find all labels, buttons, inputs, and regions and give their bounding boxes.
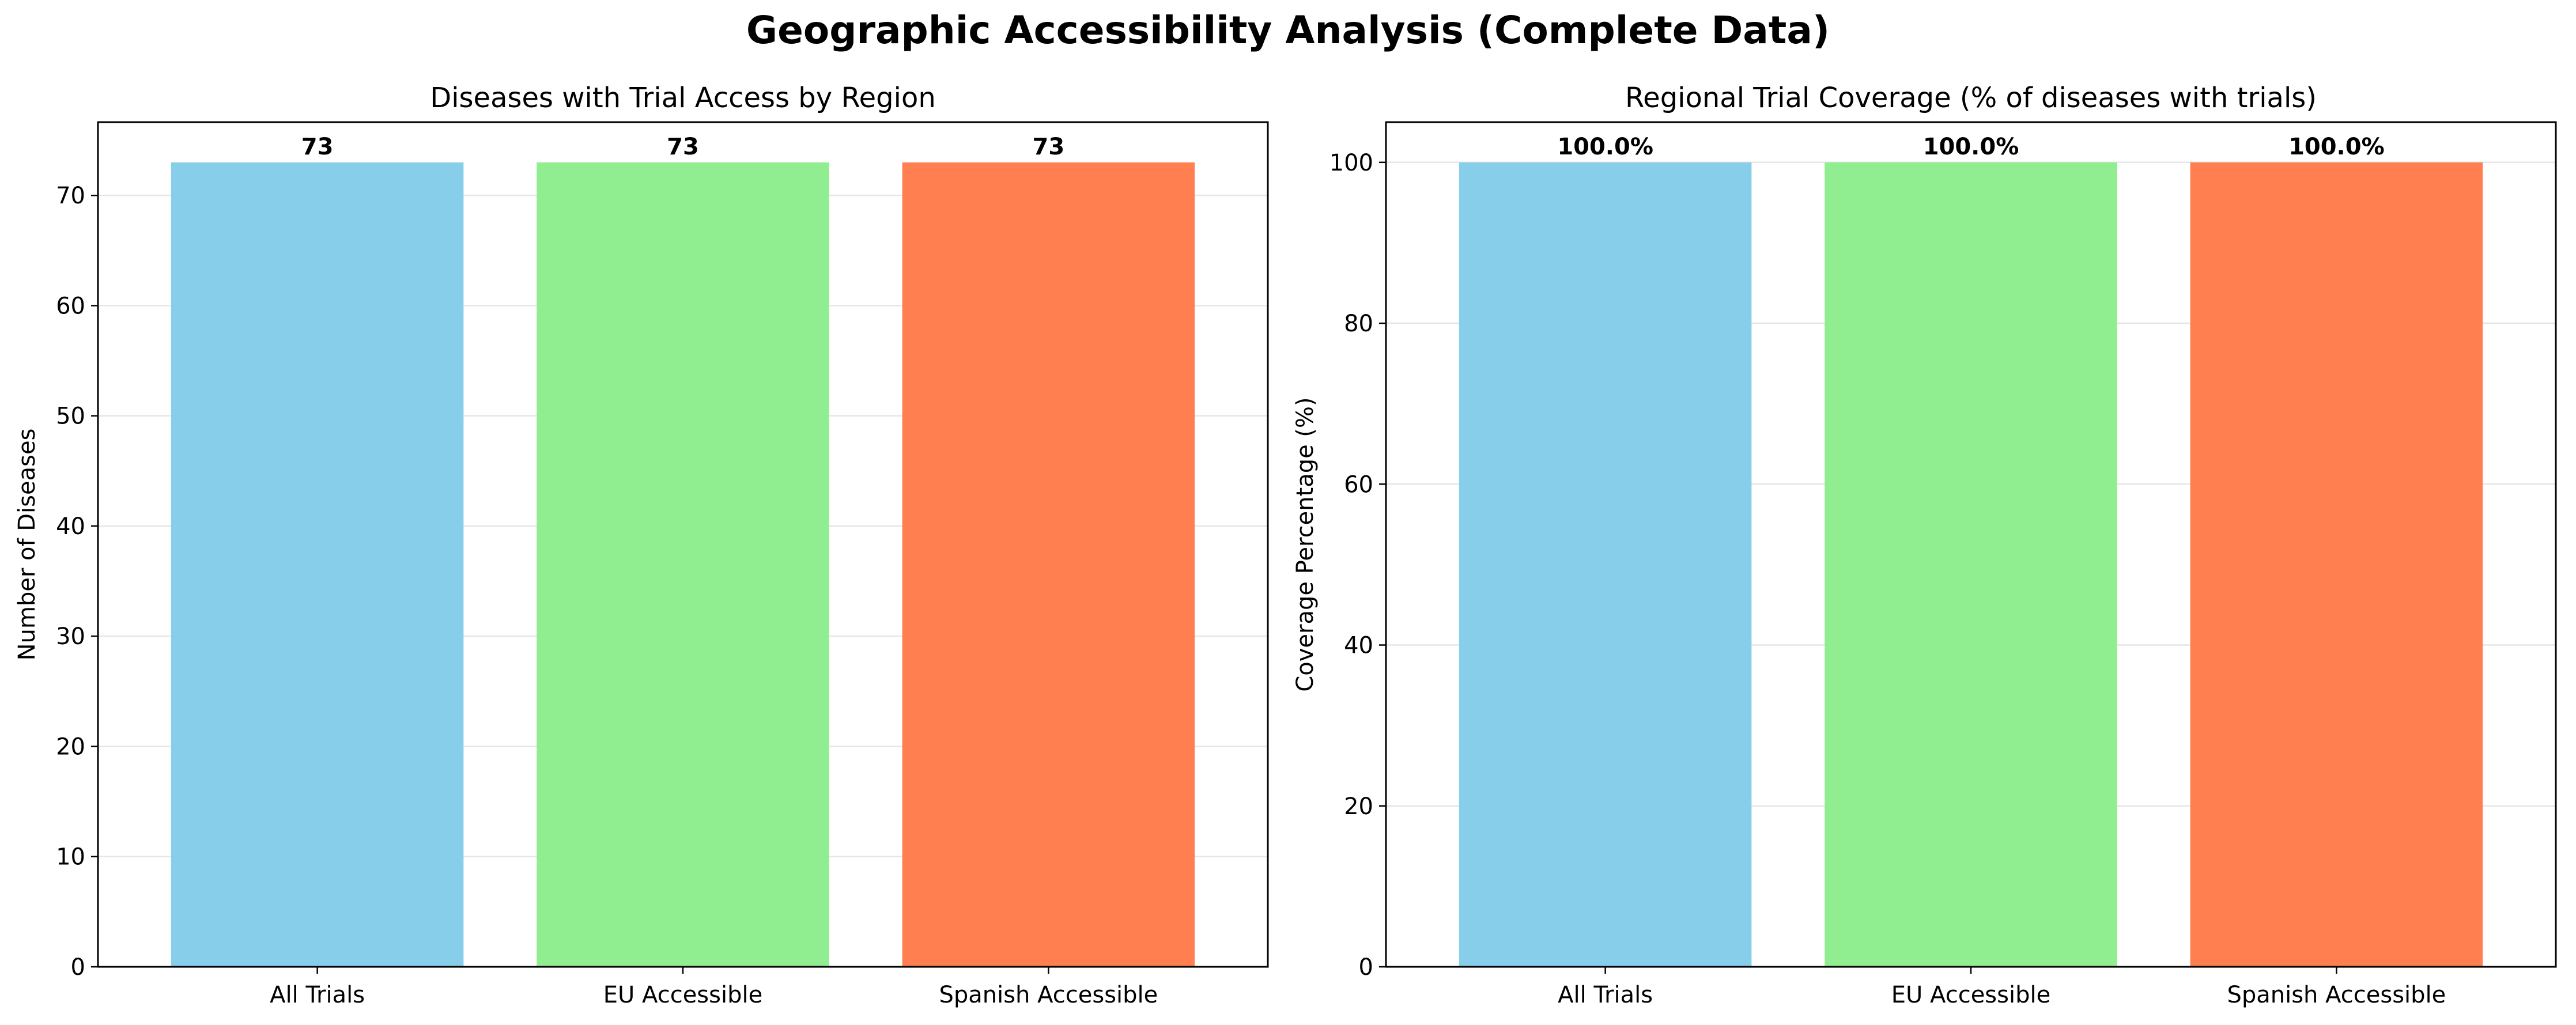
chart-title: Regional Trial Coverage (% of diseases w…: [1625, 82, 2317, 114]
bar-value-label: 73: [1033, 134, 1065, 160]
y-tick-label: 10: [56, 844, 85, 871]
bar-value-label: 73: [301, 134, 334, 160]
bar-all-trials: [171, 162, 464, 967]
y-tick-label: 0: [1359, 954, 1373, 981]
x-tick-label: Spanish Accessible: [2227, 982, 2446, 1008]
y-tick-label: 20: [1344, 793, 1373, 820]
bar-value-label: 100.0%: [1557, 134, 1653, 160]
y-tick-label: 40: [56, 513, 85, 540]
y-tick-label: 60: [56, 293, 85, 319]
chart-title: Diseases with Trial Access by Region: [430, 82, 936, 114]
axes-frame: [97, 121, 1269, 968]
bar-value-label: 73: [667, 134, 699, 160]
y-axis-label: Coverage Percentage (%): [1292, 397, 1319, 691]
x-tick-label: All Trials: [270, 982, 365, 1008]
y-tick-label: 50: [56, 403, 85, 430]
bar-spanish-accessible: [2190, 162, 2483, 967]
x-tick-label: Spanish Accessible: [939, 982, 1158, 1008]
y-tick-label: 70: [56, 183, 85, 209]
chart-panel-diseases: 73 All Trials 73 EU Accessible 73 Spanish Acc…: [14, 82, 1269, 1008]
bar-all-trials: [1459, 162, 1752, 967]
chart-panel-coverage: 100.0% All Trials 100.0% EU Accessible 100.0…: [1292, 82, 2557, 1008]
x-tick-label: All Trials: [1558, 982, 1653, 1008]
y-tick-label: 0: [71, 954, 85, 981]
bar-eu-accessible: [1825, 162, 2117, 967]
y-tick-label: 40: [1344, 633, 1373, 659]
bar-eu-accessible: [537, 162, 829, 967]
bar-value-label: 100.0%: [2288, 134, 2385, 160]
figure-title: Geographic Accessibility Analysis (Compl…: [746, 8, 1830, 52]
x-tick-label: EU Accessible: [1891, 982, 2050, 1008]
bar-value-label: 100.0%: [1923, 134, 2019, 160]
axes-frame: [1385, 121, 2557, 968]
y-tick-label: 60: [1344, 471, 1373, 498]
y-axis-label: Number of Diseases: [14, 429, 40, 661]
x-tick-label: EU Accessible: [603, 982, 762, 1008]
y-tick-label: 80: [1344, 311, 1373, 337]
y-tick-label: 30: [56, 623, 85, 650]
y-tick-label: 20: [56, 733, 85, 760]
bar-spanish-accessible: [902, 162, 1195, 967]
y-tick-label: 100: [1329, 150, 1373, 176]
